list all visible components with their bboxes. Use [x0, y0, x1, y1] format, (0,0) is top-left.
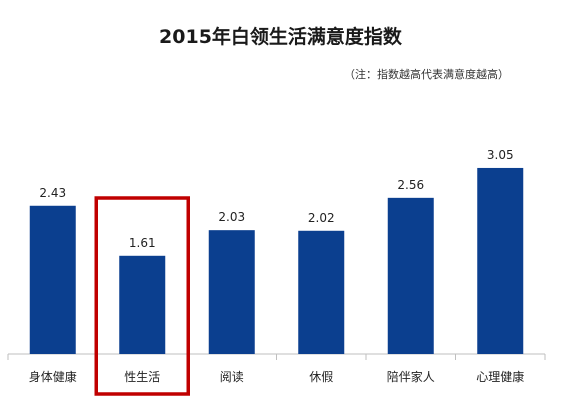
- data-label: 3.05: [487, 148, 514, 162]
- data-label: 2.03: [218, 210, 245, 224]
- highlight-box: [94, 196, 190, 396]
- bar-1: [119, 255, 166, 354]
- x-tick-label: 心理健康: [476, 369, 524, 384]
- chart-note: （注：指数越高代表满意度越高）: [344, 68, 509, 81]
- chart-marks: 2.43 身体健康 1.61 性生活 2.03 阅读 2.02 休假 2.56 陪伴家人 3.05 心…: [7, 148, 546, 396]
- bar-4: [387, 197, 434, 354]
- bar-5: [477, 167, 524, 354]
- data-label: 2.56: [397, 178, 424, 192]
- data-label: 2.43: [39, 186, 66, 200]
- bar-2: [208, 230, 255, 354]
- bar-3: [298, 230, 345, 354]
- data-label: 1.61: [129, 236, 156, 250]
- bar-0: [29, 205, 76, 354]
- x-tick-label: 性生活: [124, 370, 160, 384]
- x-tick-label: 身体健康: [29, 369, 77, 384]
- data-label: 2.02: [308, 211, 335, 225]
- x-tick-label: 陪伴家人: [387, 369, 435, 384]
- x-tick-label: 阅读: [220, 370, 244, 384]
- x-tick-label: 休假: [309, 370, 333, 384]
- chart-title: 2015年白领生活满意度指数: [159, 26, 402, 48]
